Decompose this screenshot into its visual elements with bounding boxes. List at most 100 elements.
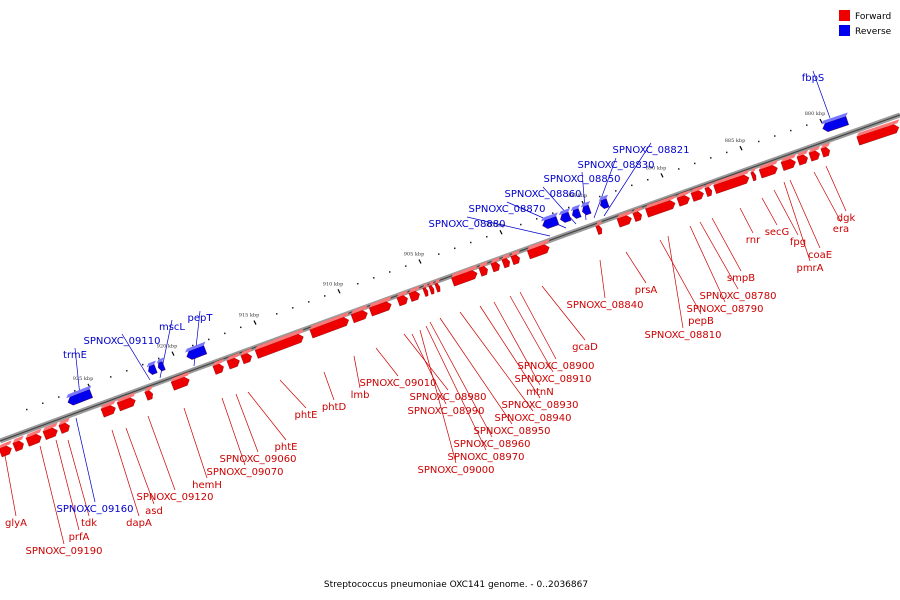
reverse-gene-feature[interactable] <box>156 357 169 372</box>
gene-label[interactable]: SPNOXC_09190 <box>25 546 102 557</box>
forward-gene-feature[interactable] <box>212 358 228 375</box>
forward-gene-feature[interactable] <box>368 296 396 317</box>
gene-label[interactable]: mscL <box>159 322 185 333</box>
gene-label[interactable]: SPNOXC_08860 <box>504 189 581 200</box>
forward-gene-feature[interactable] <box>501 253 514 269</box>
gene-label[interactable]: SPNOXC_08880 <box>428 219 505 230</box>
reverse-gene-feature[interactable] <box>580 200 594 216</box>
forward-gene-feature[interactable] <box>644 195 679 218</box>
gene-label[interactable]: phtD <box>322 402 347 413</box>
gene-label[interactable]: trmE <box>63 350 87 361</box>
gene-label[interactable]: SPNOXC_08970 <box>447 452 524 463</box>
gene-label[interactable]: gcaD <box>572 342 598 353</box>
forward-gene-feature[interactable] <box>704 182 716 197</box>
forward-gene-feature[interactable] <box>408 285 424 302</box>
gene-label[interactable]: pmrA <box>796 263 823 274</box>
forward-gene-feature[interactable] <box>170 371 194 391</box>
forward-gene-feature[interactable] <box>254 328 308 359</box>
reverse-gene-feature[interactable] <box>146 360 161 376</box>
reverse-gene-feature[interactable] <box>65 385 95 406</box>
gene-label[interactable]: mtnN <box>526 387 553 398</box>
reverse-gene-feature[interactable] <box>540 212 562 230</box>
gene-label[interactable]: SPNOXC_09000 <box>417 465 494 476</box>
forward-gene-feature[interactable] <box>713 169 754 194</box>
gene-label[interactable]: fpg <box>790 237 806 248</box>
forward-gene-feature[interactable] <box>632 206 646 222</box>
forward-gene-feature[interactable] <box>100 399 120 418</box>
forward-gene-feature[interactable] <box>510 249 524 266</box>
gene-label[interactable]: SPNOXC_08821 <box>612 145 689 156</box>
forward-gene-feature[interactable] <box>12 435 28 452</box>
gene-label[interactable]: era <box>833 224 849 235</box>
gene-label[interactable]: pepB <box>688 316 714 327</box>
gene-label[interactable]: SPNOXC_09060 <box>219 454 296 465</box>
gene-label[interactable]: phtE <box>275 442 298 453</box>
gene-label[interactable]: SPNOXC_08990 <box>407 406 484 417</box>
forward-gene-feature[interactable] <box>396 290 412 307</box>
gene-label[interactable]: SPNOXC_08980 <box>409 392 486 403</box>
forward-gene-feature[interactable] <box>856 119 900 146</box>
forward-gene-feature[interactable] <box>616 210 636 228</box>
forward-gene-feature[interactable] <box>758 160 782 179</box>
gene-label[interactable]: SPNOXC_08850 <box>543 174 620 185</box>
forward-gene-feature[interactable] <box>240 348 256 365</box>
reverse-gene-feature[interactable] <box>820 112 851 133</box>
gene-label[interactable]: SPNOXC_08930 <box>501 400 578 411</box>
gene-label[interactable]: tdk <box>81 518 97 529</box>
gene-label[interactable]: SPNOXC_08780 <box>699 291 776 302</box>
gene-label[interactable]: dapA <box>126 518 152 529</box>
gene-label[interactable]: SPNOXC_08870 <box>468 204 545 215</box>
forward-gene-feature[interactable] <box>0 440 16 458</box>
gene-label[interactable]: SPNOXC_08830 <box>577 160 654 171</box>
forward-gene-feature[interactable] <box>434 278 445 293</box>
forward-gene-feature[interactable] <box>350 305 372 324</box>
gene-label[interactable]: SPNOXC_08940 <box>494 413 571 424</box>
gene-label[interactable]: SPNOXC_08810 <box>644 330 721 341</box>
forward-gene-feature[interactable] <box>526 239 554 260</box>
reverse-gene-feature[interactable] <box>184 341 210 361</box>
gene-label[interactable]: fbpS <box>802 73 825 84</box>
forward-gene-feature[interactable] <box>116 392 140 412</box>
forward-gene-feature[interactable] <box>58 417 74 434</box>
gene-label[interactable]: pepT <box>188 313 214 324</box>
gene-label[interactable]: SPNOXC_09160 <box>56 504 133 515</box>
forward-gene-feature[interactable] <box>490 256 504 273</box>
gene-label[interactable]: prsA <box>635 285 658 296</box>
forward-gene-feature[interactable] <box>796 149 812 166</box>
gene-label[interactable]: glyA <box>5 518 27 529</box>
forward-gene-feature[interactable] <box>595 220 607 235</box>
forward-gene-feature[interactable] <box>690 185 708 202</box>
gene-label[interactable]: dgk <box>837 213 856 224</box>
forward-gene-feature[interactable] <box>478 261 492 277</box>
gene-label[interactable]: SPNOXC_08950 <box>473 426 550 437</box>
forward-gene-feature[interactable] <box>422 282 433 297</box>
reverse-gene-feature[interactable] <box>558 208 574 224</box>
gene-label[interactable]: phtE <box>295 410 318 421</box>
forward-gene-feature[interactable] <box>450 265 481 287</box>
gene-label[interactable]: SPNOXC_08910 <box>514 374 591 385</box>
gene-label[interactable]: lmb <box>351 390 370 401</box>
forward-gene-feature[interactable] <box>808 145 824 162</box>
gene-label[interactable]: SPNOXC_08790 <box>686 304 763 315</box>
forward-gene-feature[interactable] <box>750 167 761 182</box>
forward-gene-feature[interactable] <box>42 422 62 440</box>
gene-label[interactable]: smpB <box>727 273 755 284</box>
gene-label[interactable]: SPNOXC_08840 <box>566 300 643 311</box>
gene-label[interactable]: asd <box>145 506 163 517</box>
forward-gene-feature[interactable] <box>676 190 694 207</box>
gene-label[interactable]: SPNOXC_09120 <box>136 492 213 503</box>
forward-gene-feature[interactable] <box>820 142 834 158</box>
forward-gene-feature[interactable] <box>226 352 244 370</box>
gene-label[interactable]: secG <box>765 227 790 238</box>
gene-label[interactable]: SPNOXC_09010 <box>359 378 436 389</box>
gene-label[interactable]: SPNOXC_08900 <box>517 361 594 372</box>
gene-label[interactable]: coaE <box>808 250 832 261</box>
forward-gene-feature[interactable] <box>144 385 158 401</box>
reverse-gene-feature[interactable] <box>570 204 584 220</box>
gene-label[interactable]: rnr <box>746 235 761 246</box>
gene-label[interactable]: SPNOXC_08960 <box>453 439 530 450</box>
gene-label[interactable]: SPNOXC_09110 <box>83 336 160 347</box>
reverse-gene-feature[interactable] <box>598 194 612 210</box>
forward-gene-feature[interactable] <box>428 280 439 295</box>
forward-gene-feature[interactable] <box>25 428 46 447</box>
